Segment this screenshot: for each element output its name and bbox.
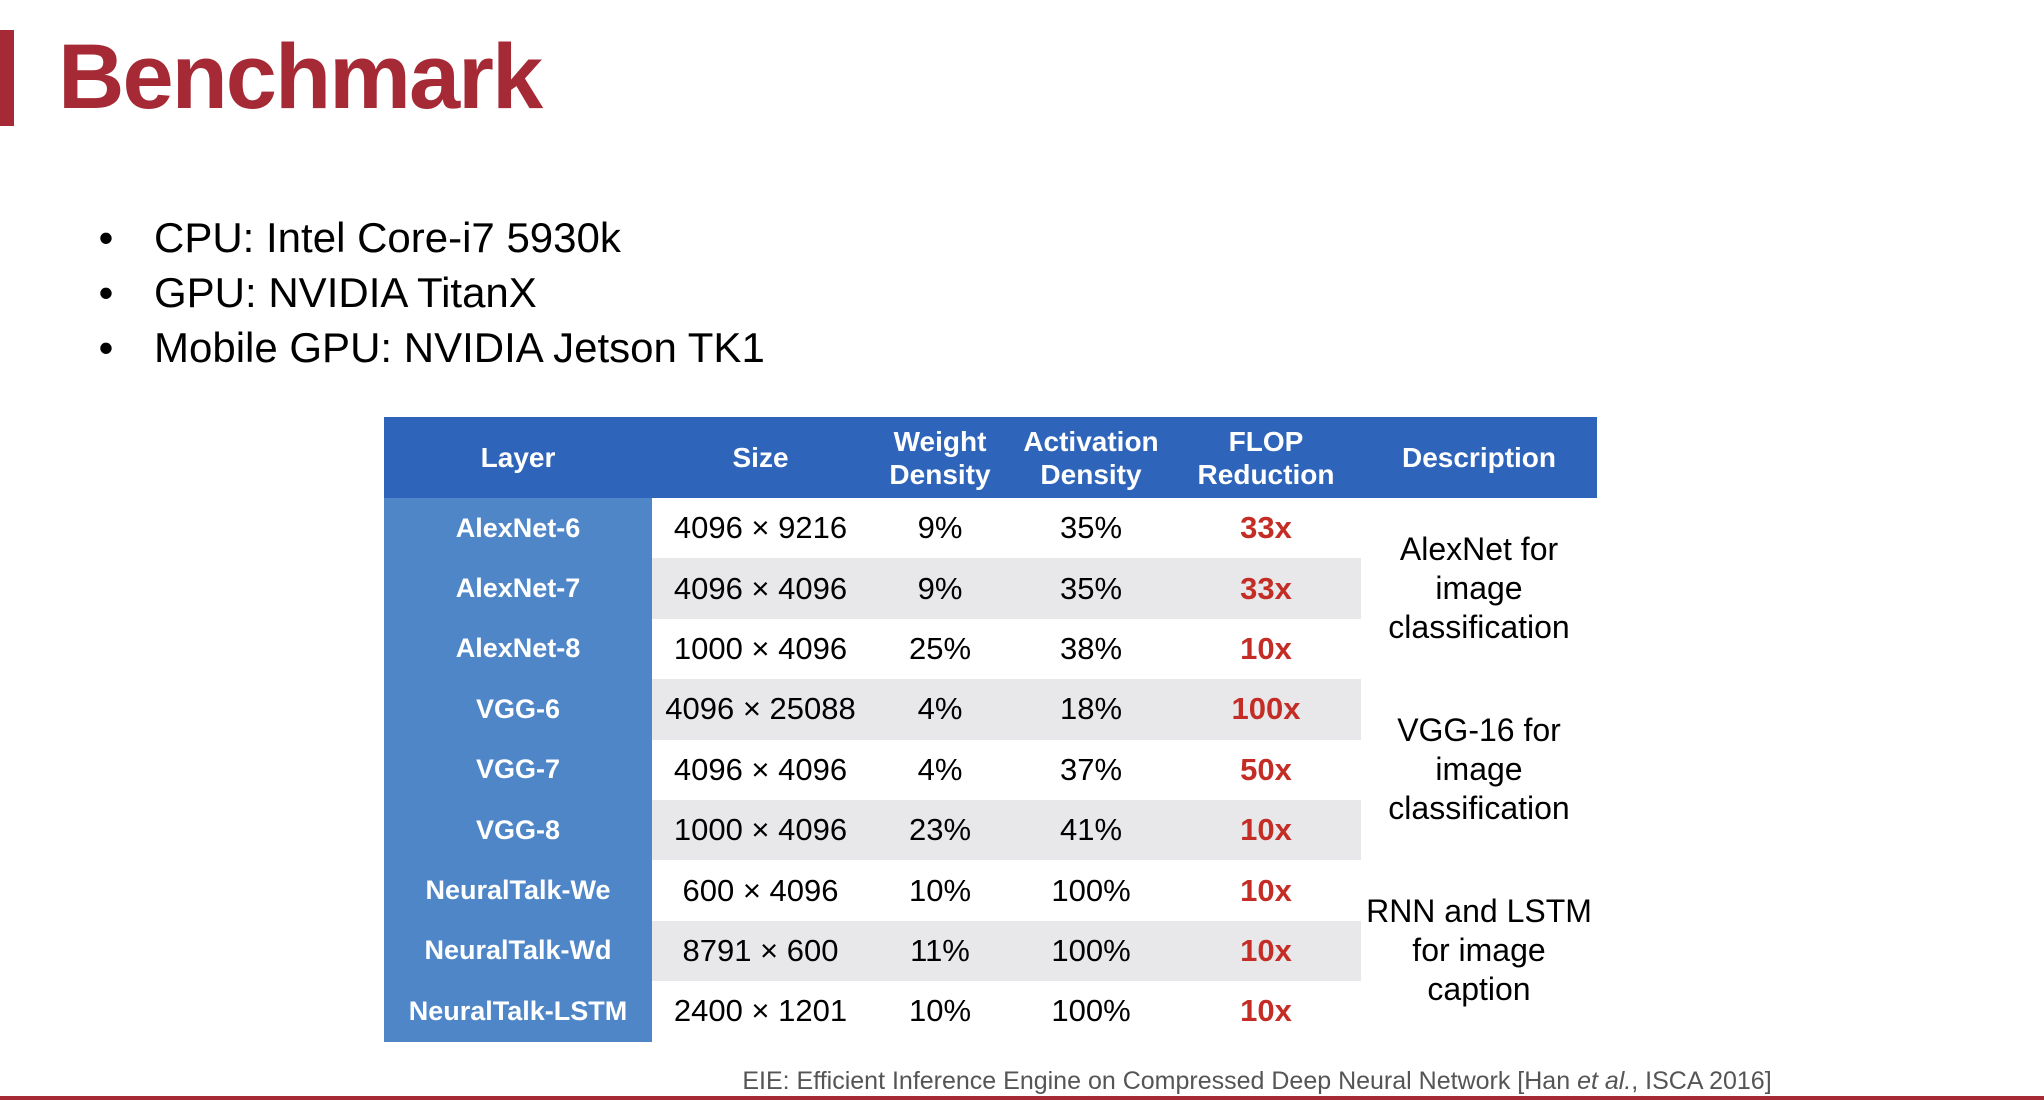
cell-activation-density: 38% — [1059, 630, 1123, 666]
cell-flop-reduction: 10x — [1171, 920, 1361, 982]
description-line: for image — [1412, 932, 1546, 969]
cell-layer: VGG-7 — [384, 739, 652, 800]
bullet-text: CPU: Intel Core-i7 5930k — [154, 214, 621, 261]
cell-layer: NeuralTalk-We — [384, 860, 652, 921]
bullet-text: GPU: NVIDIA TitanX — [154, 269, 537, 316]
bullet-item: • CPU: Intel Core-i7 5930k — [96, 210, 765, 265]
bullet-marker: • — [98, 214, 114, 261]
cell-weight-density: 10% — [908, 872, 972, 908]
citation-text: EIE: Efficient Inference Engine on Compr… — [742, 1067, 1578, 1095]
cell-activation-density: 100% — [1051, 993, 1131, 1029]
cell-layer: AlexNet-7 — [384, 558, 652, 619]
header-description: Description — [1361, 417, 1597, 498]
description-line: image — [1435, 570, 1523, 607]
cell-weight-density: 11% — [869, 920, 1011, 982]
description-line: VGG-16 for — [1397, 712, 1561, 749]
cell-size: 1000 × 4096 — [652, 799, 869, 861]
citation-et-al: et al. — [1577, 1067, 1632, 1095]
cell-flop-reduction: 33x — [1171, 558, 1361, 619]
cell-size: 600 × 4096 — [682, 872, 839, 908]
cell-flop-reduction: 100x — [1171, 679, 1361, 740]
header-weight-density: Weight Density — [869, 417, 1011, 498]
table-row: VGG-7 4096 × 4096 4% 37% 50x — [384, 739, 1597, 800]
cell-activation-density: 41% — [1011, 799, 1171, 861]
cell-layer: VGG-6 — [384, 679, 652, 740]
cell-size: 8791 × 600 — [652, 920, 869, 982]
description-line: classification — [1388, 790, 1570, 827]
citation: EIE: Efficient Inference Engine on Compr… — [0, 1066, 2044, 1096]
cell-weight-density: 23% — [869, 799, 1011, 861]
cell-description: AlexNet for image classification — [1361, 498, 1597, 680]
description-line: RNN and LSTM — [1366, 893, 1592, 930]
description-line: image — [1435, 751, 1523, 788]
cell-size: 4096 × 25088 — [652, 679, 869, 740]
table-row: VGG-8 1000 × 4096 23% 41% 10x — [384, 799, 1597, 861]
cell-description: RNN and LSTM for image caption — [1361, 860, 1597, 1042]
bullet-marker: • — [98, 269, 114, 316]
cell-layer: VGG-8 — [384, 799, 652, 861]
table-row: VGG-6 4096 × 25088 4% 18% 100x VGG-16 fo… — [384, 679, 1597, 861]
cell-size: 4096 × 4096 — [652, 558, 869, 619]
cell-weight-density: 9% — [917, 510, 963, 546]
cell-flop-reduction: 10x — [1240, 630, 1292, 666]
cell-activation-density: 100% — [1051, 872, 1131, 908]
cell-activation-density: 100% — [1011, 920, 1171, 982]
header-activation-density: Activation Density — [1011, 417, 1171, 498]
header-text: Density — [1040, 458, 1142, 490]
header-text: Reduction — [1197, 458, 1335, 490]
cell-layer: NeuralTalk-Wd — [384, 920, 652, 982]
cell-activation-density: 35% — [1059, 510, 1123, 546]
cell-weight-density: 4% — [917, 751, 963, 787]
citation-suffix: , ISCA 2016] — [1631, 1067, 1772, 1095]
table-row: AlexNet-7 4096 × 4096 9% 35% 33x — [384, 558, 1597, 619]
header-text: FLOP — [1228, 425, 1304, 457]
benchmark-table: Layer Size Weight Density Activation Den… — [384, 417, 1597, 1042]
cell-size: 1000 × 4096 — [673, 630, 848, 666]
cell-activation-density: 37% — [1059, 751, 1123, 787]
table-header-row: Layer Size Weight Density Activation Den… — [384, 417, 1597, 498]
bullet-item: • GPU: NVIDIA TitanX — [96, 265, 765, 320]
bullet-marker: • — [98, 324, 114, 371]
description-line: classification — [1388, 609, 1570, 646]
cell-layer: AlexNet-6 — [384, 498, 652, 559]
cell-layer: AlexNet-8 — [384, 618, 652, 680]
cell-size: 4096 × 4096 — [673, 751, 848, 787]
cell-size: 4096 × 9216 — [673, 510, 848, 546]
table-row: NeuralTalk-We 600 × 4096 10% 100% 10x RN… — [384, 860, 1597, 1042]
bottom-rule — [0, 1096, 2044, 1100]
header-text: Density — [889, 458, 991, 490]
header-layer: Layer — [384, 417, 652, 498]
table-row: AlexNet-6 4096 × 9216 9% 35% 33x AlexNet… — [384, 498, 1597, 680]
cell-description: VGG-16 for image classification — [1361, 679, 1597, 861]
cell-weight-density: 9% — [869, 558, 1011, 619]
bullet-item: • Mobile GPU: NVIDIA Jetson TK1 — [96, 320, 765, 375]
cell-activation-density: 35% — [1011, 558, 1171, 619]
cell-flop-reduction: 10x — [1171, 799, 1361, 861]
cell-weight-density: 4% — [869, 679, 1011, 740]
cell-flop-reduction: 33x — [1240, 510, 1292, 546]
cell-size: 2400 × 1201 — [673, 993, 848, 1029]
bullet-text: Mobile GPU: NVIDIA Jetson TK1 — [154, 324, 765, 371]
cell-layer: NeuralTalk-LSTM — [384, 981, 652, 1042]
cell-activation-density: 18% — [1011, 679, 1171, 740]
title-accent-bar — [0, 30, 14, 126]
table-row: NeuralTalk-Wd 8791 × 600 11% 100% 10x — [384, 920, 1597, 982]
table-row: AlexNet-8 1000 × 4096 25% 38% 10x — [384, 618, 1597, 680]
cell-flop-reduction: 10x — [1240, 872, 1292, 908]
description-line: caption — [1427, 971, 1531, 1008]
table-row: NeuralTalk-LSTM 2400 × 1201 10% 100% 10x — [384, 981, 1597, 1042]
header-size: Size — [652, 417, 869, 498]
slide-title: Benchmark — [58, 26, 543, 128]
cell-weight-density: 10% — [908, 993, 972, 1029]
bullet-list: • CPU: Intel Core-i7 5930k • GPU: NVIDIA… — [96, 210, 765, 375]
header-flop-reduction: FLOP Reduction — [1171, 417, 1361, 498]
cell-flop-reduction: 10x — [1240, 993, 1292, 1029]
cell-flop-reduction: 50x — [1240, 751, 1292, 787]
header-text: Weight — [893, 425, 987, 457]
header-text: Activation — [1023, 425, 1159, 457]
cell-weight-density: 25% — [908, 630, 972, 666]
description-line: AlexNet for — [1399, 531, 1559, 568]
